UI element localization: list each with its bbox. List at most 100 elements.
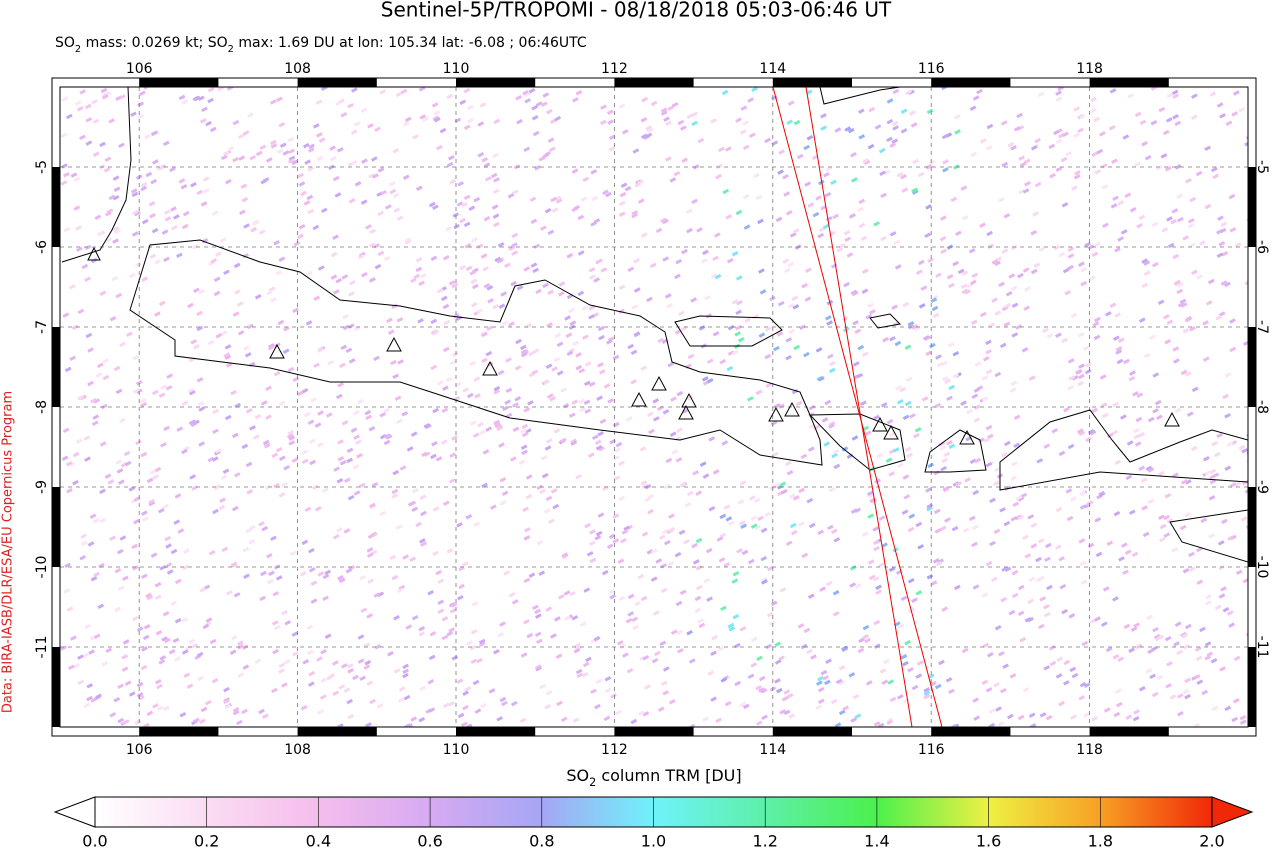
noise-pixel	[994, 310, 1002, 316]
noise-pixel	[1062, 267, 1070, 274]
noise-pixel	[838, 679, 846, 686]
noise-pixel	[568, 307, 575, 314]
noise-pixel	[1203, 455, 1210, 462]
noise-pixel	[497, 369, 505, 376]
noise-pixel	[193, 717, 200, 724]
noise-pixel	[710, 696, 718, 702]
noise-pixel	[1045, 714, 1053, 721]
noise-pixel	[1078, 261, 1085, 267]
noise-pixel	[126, 331, 133, 338]
noise-pixel	[653, 610, 660, 616]
noise-pixel	[223, 686, 230, 693]
noise-pixel	[1201, 689, 1209, 696]
frame-bar	[614, 78, 694, 87]
noise-pixel	[939, 235, 947, 242]
noise-pixel	[479, 429, 486, 436]
noise-pixel	[1243, 340, 1248, 346]
noise-pixel	[743, 224, 751, 230]
noise-pixel	[988, 708, 996, 714]
noise-pixel	[749, 132, 756, 138]
noise-pixel	[1015, 495, 1023, 501]
noise-pixel	[308, 143, 315, 150]
noise-pixel	[1069, 666, 1077, 673]
noise-pixel	[547, 289, 555, 296]
noise-pixel	[735, 117, 742, 123]
colorbar-label: SO2 column TRM [DU]	[566, 766, 741, 789]
noise-pixel	[341, 419, 349, 426]
noise-pixel	[105, 647, 113, 654]
noise-pixel	[556, 700, 563, 707]
noise-pixel	[75, 438, 83, 444]
noise-pixel	[832, 589, 840, 596]
noise-pixel	[1191, 386, 1199, 393]
noise-pixel	[1083, 682, 1091, 688]
noise-pixel	[759, 289, 767, 295]
noise-pixel	[874, 124, 882, 130]
noise-pixel	[366, 552, 374, 558]
noise-pixel	[942, 159, 950, 165]
noise-pixel	[489, 504, 497, 510]
noise-pixel	[1176, 193, 1184, 199]
noise-pixel	[1176, 649, 1184, 656]
noise-pixel	[190, 339, 198, 345]
noise-pixel	[404, 116, 412, 123]
noise-pixel	[446, 548, 454, 554]
noise-pixel	[1102, 586, 1110, 592]
noise-pixel	[227, 145, 235, 152]
noise-pixel	[321, 487, 329, 494]
noise-pixel	[710, 273, 718, 279]
noise-pixel	[618, 308, 625, 315]
noise-pixel	[141, 218, 149, 225]
noise-pixel	[625, 617, 633, 624]
noise-pixel	[558, 281, 566, 287]
noise-pixel	[1220, 280, 1228, 286]
noise-pixel	[501, 405, 509, 412]
coastline	[924, 429, 987, 473]
noise-pixel	[718, 557, 726, 563]
noise-pixel	[1063, 659, 1071, 666]
noise-pixel	[1129, 370, 1136, 376]
noise-pixel	[281, 609, 288, 616]
noise-pixel	[632, 148, 640, 154]
noise-pixel	[197, 95, 205, 102]
noise-pixel	[777, 169, 784, 175]
noise-pixel	[374, 263, 382, 270]
noise-pixel	[105, 237, 113, 243]
noise-pixel	[1209, 91, 1217, 97]
noise-pixel	[591, 434, 599, 441]
noise-pixel	[940, 248, 947, 255]
noise-pixel	[594, 439, 602, 446]
noise-pixel	[1153, 633, 1161, 640]
x-tick-label: 112	[601, 742, 628, 758]
noise-pixel	[1082, 345, 1090, 352]
noise-pixel	[95, 693, 103, 699]
noise-pixel	[283, 464, 291, 471]
noise-pixel	[1231, 111, 1239, 117]
noise-pixel	[284, 620, 292, 626]
noise-pixel	[536, 484, 544, 491]
coastline	[1169, 509, 1248, 563]
noise-pixel	[1017, 610, 1025, 617]
noise-pixel	[451, 435, 458, 441]
noise-pixel	[441, 634, 449, 641]
noise-pixel	[261, 525, 269, 532]
noise-pixel	[361, 158, 368, 164]
noise-pixel	[1073, 174, 1081, 180]
noise-pixel	[466, 104, 474, 111]
noise-pixel	[84, 623, 92, 630]
noise-pixel	[916, 660, 924, 666]
noise-pixel	[826, 320, 833, 326]
noise-pixel	[578, 398, 586, 404]
noise-pixel	[584, 361, 592, 367]
noise-pixel	[972, 489, 980, 496]
noise-pixel	[1196, 679, 1204, 685]
noise-pixel	[1191, 114, 1198, 120]
noise-pixel	[650, 548, 658, 554]
noise-pixel	[972, 584, 980, 590]
noise-pixel	[132, 209, 139, 216]
noise-pixel	[1055, 90, 1062, 96]
noise-pixel	[1120, 414, 1127, 420]
noise-pixel	[801, 282, 808, 289]
noise-pixel	[456, 522, 463, 528]
noise-pixel	[270, 296, 278, 303]
